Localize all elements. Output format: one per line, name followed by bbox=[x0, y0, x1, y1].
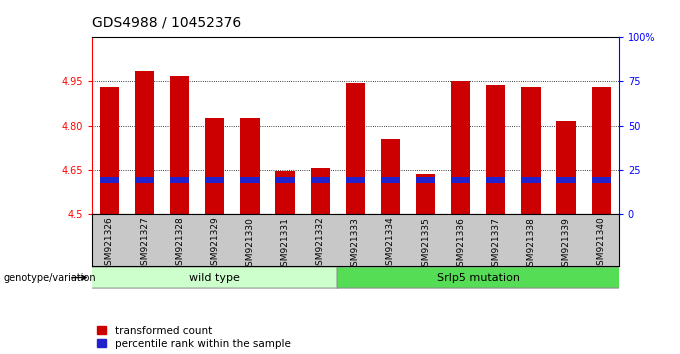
Bar bbox=[556, 177, 576, 183]
Bar bbox=[486, 85, 505, 214]
Bar bbox=[275, 171, 294, 214]
Bar bbox=[592, 87, 611, 214]
Bar bbox=[311, 169, 330, 214]
Text: GSM921333: GSM921333 bbox=[351, 217, 360, 272]
Bar bbox=[592, 177, 611, 183]
Text: GSM921340: GSM921340 bbox=[597, 217, 606, 272]
Text: GDS4988 / 10452376: GDS4988 / 10452376 bbox=[92, 16, 241, 30]
Bar bbox=[451, 177, 471, 183]
FancyBboxPatch shape bbox=[337, 267, 619, 288]
Bar bbox=[170, 177, 189, 183]
Text: GSM921337: GSM921337 bbox=[492, 217, 500, 272]
Text: GSM921328: GSM921328 bbox=[175, 217, 184, 272]
Bar bbox=[275, 177, 294, 183]
FancyBboxPatch shape bbox=[91, 267, 339, 288]
Text: GSM921326: GSM921326 bbox=[105, 217, 114, 272]
Bar bbox=[345, 177, 365, 183]
Bar bbox=[522, 177, 541, 183]
Text: GSM921327: GSM921327 bbox=[140, 217, 149, 272]
Bar bbox=[556, 121, 576, 214]
Bar bbox=[240, 118, 260, 214]
Bar bbox=[100, 87, 119, 214]
Text: GSM921339: GSM921339 bbox=[562, 217, 571, 272]
Text: GSM921338: GSM921338 bbox=[526, 217, 535, 272]
Text: genotype/variation: genotype/variation bbox=[3, 273, 96, 282]
Bar bbox=[416, 177, 435, 183]
Text: GSM921332: GSM921332 bbox=[316, 217, 324, 272]
Bar bbox=[381, 177, 400, 183]
Bar bbox=[416, 175, 435, 214]
Bar bbox=[100, 177, 119, 183]
Text: GSM921331: GSM921331 bbox=[281, 217, 290, 272]
Bar bbox=[135, 71, 154, 214]
Bar bbox=[451, 81, 471, 214]
Text: wild type: wild type bbox=[189, 273, 240, 282]
Legend: transformed count, percentile rank within the sample: transformed count, percentile rank withi… bbox=[97, 326, 290, 349]
Text: GSM921329: GSM921329 bbox=[210, 217, 219, 272]
Text: GSM921330: GSM921330 bbox=[245, 217, 254, 272]
Bar bbox=[345, 83, 365, 214]
Text: GSM921336: GSM921336 bbox=[456, 217, 465, 272]
Text: GSM921334: GSM921334 bbox=[386, 217, 395, 272]
Bar bbox=[381, 139, 400, 214]
Bar bbox=[170, 75, 189, 214]
Bar bbox=[311, 177, 330, 183]
Text: GSM921335: GSM921335 bbox=[421, 217, 430, 272]
Bar bbox=[522, 87, 541, 214]
Text: Srlp5 mutation: Srlp5 mutation bbox=[437, 273, 520, 282]
Bar bbox=[486, 177, 505, 183]
Bar bbox=[205, 177, 224, 183]
Bar bbox=[205, 118, 224, 214]
Bar bbox=[135, 177, 154, 183]
Bar bbox=[240, 177, 260, 183]
